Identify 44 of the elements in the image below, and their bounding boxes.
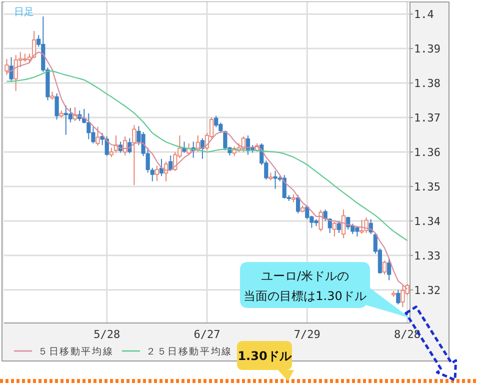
candlestick: [305, 204, 310, 220]
x-tick-label: 5/28: [94, 328, 120, 341]
candlestick: [382, 260, 387, 275]
candlestick: [396, 289, 400, 305]
y-tick-label: 1.4: [414, 8, 434, 21]
y-tick-label: 1.36: [414, 146, 440, 159]
annotation: ユーロ/米ドルの: [260, 269, 350, 283]
candlestick: [214, 115, 218, 128]
legend-label: ５日移動平均線: [38, 345, 114, 358]
y-tick-label: 1.37: [414, 111, 440, 124]
candlestick: [182, 141, 186, 154]
annotation: 日足: [14, 7, 34, 18]
candlestick: [159, 158, 164, 177]
candlestick: [332, 221, 336, 237]
candlestick: [68, 107, 73, 123]
text: 1.30ドル: [238, 349, 292, 363]
candlestick: [104, 136, 109, 156]
candlestick: [341, 209, 346, 239]
candlestick: [132, 124, 136, 186]
candlestick: [123, 136, 128, 156]
candlestick: [387, 258, 392, 281]
candlestick: [296, 194, 300, 214]
candlestick: [318, 209, 323, 232]
x-tick-label: 7/29: [294, 328, 320, 341]
y-tick-label: 1.35: [414, 180, 440, 194]
candlestick: [336, 220, 342, 234]
candlestick: [9, 56, 14, 82]
candlestick: [32, 30, 36, 59]
candlestick: [323, 209, 328, 222]
annotation: 当面の目標は1.30ドル: [244, 289, 366, 303]
candlestick: [96, 126, 100, 146]
legend-label: ２５日移動平均線: [146, 345, 232, 358]
y-tick-label: 1.34: [414, 214, 441, 228]
y-tick-label: 1.33: [414, 249, 440, 262]
y-tick-label: 1.32: [414, 284, 440, 297]
candlestick: [154, 165, 159, 182]
y-tick-label: 1.39: [414, 42, 440, 56]
candlestick: [241, 136, 246, 152]
y-tick-label: 1.38: [414, 76, 440, 90]
candlestick: [109, 147, 114, 158]
candlestick: [54, 92, 59, 120]
candlestick: [150, 167, 154, 182]
line-series: [6, 70, 408, 242]
x-tick-label: 6/27: [194, 328, 220, 341]
